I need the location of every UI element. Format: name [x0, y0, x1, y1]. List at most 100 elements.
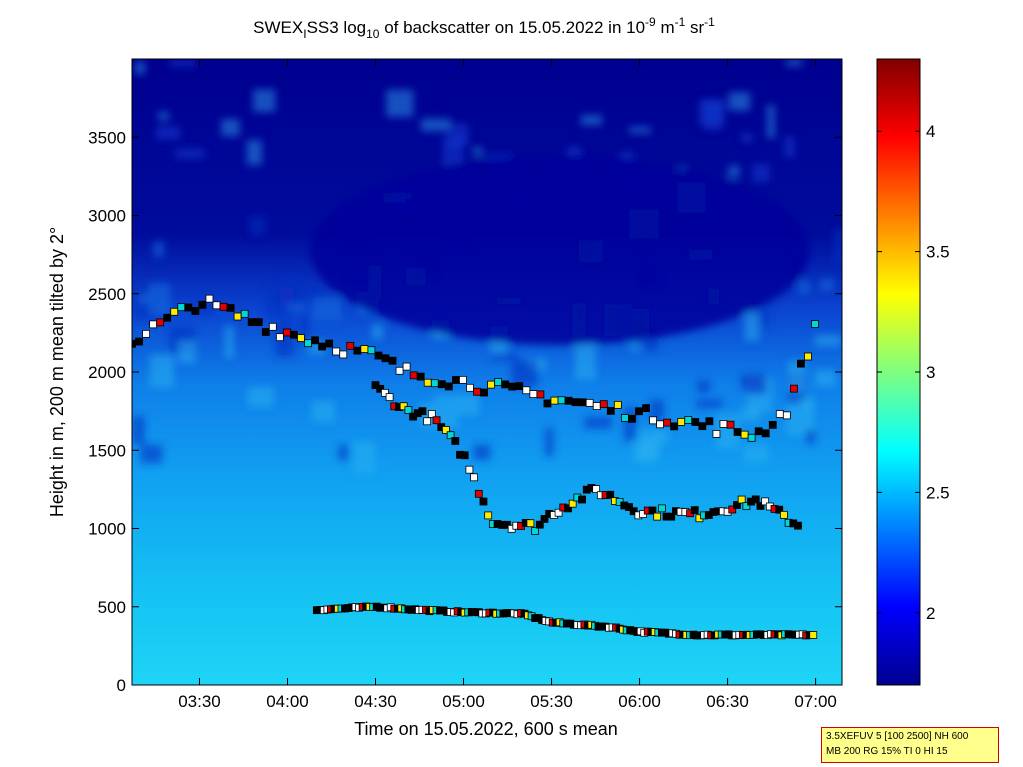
upper-layer-marker: [747, 433, 756, 442]
mid-layer-marker: [775, 505, 784, 514]
upper-layer-marker: [480, 388, 488, 397]
texture-patch: [158, 111, 169, 121]
upper-layer-marker: [494, 378, 503, 386]
upper-layer-marker: [205, 294, 214, 303]
upper-layer-marker: [381, 354, 390, 363]
upper-layer-marker: [353, 346, 362, 355]
upper-layer-marker: [536, 390, 545, 399]
texture-patch: [221, 119, 240, 137]
upper-layer-marker: [374, 351, 383, 360]
info-line-2: MB 200 RG 15% TI 0 HI 15: [826, 746, 948, 757]
y-tick-label: 3500: [88, 128, 126, 147]
mid-layer-marker: [606, 490, 615, 499]
texture-patch: [265, 287, 293, 319]
texture-patch: [833, 229, 842, 265]
mid-layer-marker: [751, 495, 760, 504]
boundary-layer-marker: [809, 631, 818, 639]
mid-layer-marker: [418, 407, 427, 416]
upper-layer-marker: [726, 420, 735, 429]
upper-layer-marker: [606, 406, 615, 415]
texture-patch: [138, 293, 151, 304]
texture-patch: [805, 429, 816, 444]
upper-layer-marker: [416, 372, 425, 381]
upper-layer-marker: [487, 380, 496, 389]
x-axis-label: Time on 15.05.2022, 600 s mean: [354, 719, 618, 739]
texture-patch: [149, 354, 174, 388]
texture-patch: [815, 369, 836, 387]
upper-layer-marker: [564, 396, 573, 405]
upper-layer-marker: [297, 334, 305, 342]
texture-patch: [633, 439, 657, 463]
upper-layer-marker: [557, 396, 566, 405]
upper-layer-marker: [684, 416, 693, 424]
texture-patch: [253, 89, 276, 112]
upper-layer-marker: [473, 387, 481, 396]
chart-title: SWEXISS3 log10 of backscatter on 15.05.2…: [253, 15, 715, 41]
upper-layer-marker: [332, 347, 341, 356]
mid-layer-marker: [780, 510, 788, 519]
x-tick-label: 04:30: [354, 692, 397, 711]
upper-layer-marker: [719, 420, 728, 428]
texture-patch: [386, 89, 414, 117]
upper-layer-marker: [325, 339, 334, 348]
texture-patch: [743, 444, 769, 463]
upper-layer-marker: [240, 309, 249, 318]
texture-patch: [784, 136, 795, 158]
upper-layer-marker: [268, 322, 277, 331]
mid-layer-marker: [540, 515, 549, 523]
texture-patch: [819, 278, 834, 292]
upper-layer-marker: [691, 418, 700, 426]
texture-patch: [741, 132, 753, 143]
texture-patch: [178, 341, 196, 364]
upper-layer-marker: [219, 302, 228, 311]
texture-patch: [799, 396, 815, 409]
upper-layer-marker: [620, 414, 629, 422]
upper-layer-marker: [198, 300, 207, 309]
mid-layer-marker: [648, 506, 657, 515]
x-tick-label: 06:30: [706, 692, 749, 711]
upper-layer-marker: [768, 420, 777, 429]
mid-layer-marker: [465, 465, 474, 474]
upper-layer-marker: [761, 429, 770, 438]
upper-layer-marker: [789, 384, 798, 393]
mid-layer-marker: [404, 406, 413, 415]
upper-layer-marker: [311, 336, 319, 345]
upper-layer-marker: [775, 410, 784, 418]
mid-layer-marker: [794, 521, 802, 530]
mid-layer-marker: [625, 503, 633, 511]
upper-layer-marker: [712, 430, 721, 438]
texture-patch: [153, 241, 165, 258]
texture-patch: [353, 441, 376, 474]
upper-layer-marker: [177, 303, 186, 312]
upper-layer-marker: [628, 414, 636, 423]
texture-patch: [752, 164, 770, 182]
texture-patch: [473, 147, 483, 156]
upper-layer-marker: [170, 307, 179, 316]
upper-layer-marker: [670, 422, 679, 431]
mid-layer-marker: [503, 520, 511, 529]
texture-patch: [224, 325, 234, 359]
upper-layer-marker: [452, 376, 460, 384]
mid-layer-marker: [728, 505, 737, 514]
texture-patch: [544, 428, 554, 457]
mid-layer-marker: [690, 506, 699, 514]
mid-layer-marker: [442, 426, 450, 434]
upper-layer-marker: [423, 378, 432, 387]
upper-layer-marker: [578, 398, 587, 407]
mid-layer-marker: [761, 497, 770, 506]
upper-layer-marker: [804, 352, 812, 361]
mid-layer-marker: [578, 495, 586, 504]
upper-layer-marker: [135, 337, 143, 346]
x-axis: 03:30 04:00 04:30 05:00 05:30 06:00 06:30 07:00: [178, 59, 837, 711]
upper-layer-marker: [283, 328, 291, 337]
mid-layer-marker: [657, 504, 666, 513]
upper-layer-marker: [388, 356, 397, 365]
info-line-1: 3.5XEFUV 5 [100 2500] NH 600: [826, 731, 969, 742]
upper-layer-marker: [811, 320, 819, 328]
y-tick-label: 2000: [88, 363, 126, 382]
upper-layer-marker: [444, 382, 453, 391]
upper-layer-marker: [466, 383, 474, 392]
texture-patch: [739, 407, 760, 421]
x-tick-label: 07:00: [794, 692, 837, 711]
upper-layer-marker: [529, 390, 538, 398]
